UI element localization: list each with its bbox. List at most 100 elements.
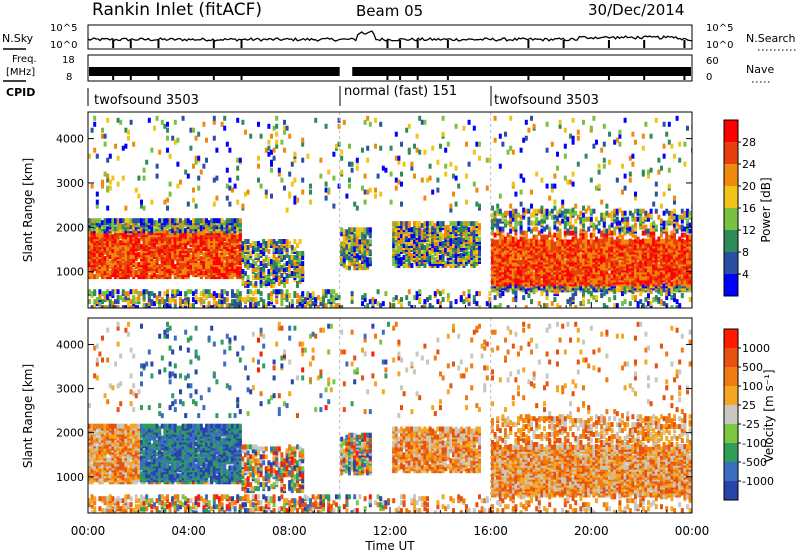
data-cell bbox=[194, 135, 198, 141]
data-cell bbox=[400, 221, 403, 227]
data-cell bbox=[228, 250, 232, 256]
data-cell bbox=[569, 224, 572, 230]
data-cell bbox=[462, 249, 466, 254]
data-cell bbox=[519, 201, 523, 207]
data-cell bbox=[186, 248, 190, 254]
data-cell bbox=[283, 239, 286, 244]
data-cell bbox=[218, 293, 221, 299]
data-cell bbox=[543, 303, 546, 308]
data-cell bbox=[181, 115, 185, 121]
data-cell bbox=[501, 267, 505, 273]
data-cell bbox=[436, 245, 440, 250]
data-cell bbox=[569, 179, 572, 185]
data-cell bbox=[168, 254, 172, 260]
data-cell bbox=[231, 234, 234, 240]
data-cell bbox=[158, 226, 162, 232]
nsky-tick-top: 10^5 bbox=[50, 23, 77, 34]
data-cell bbox=[519, 147, 523, 153]
data-cell bbox=[358, 239, 362, 245]
data-cell bbox=[267, 293, 271, 299]
data-cell bbox=[127, 242, 130, 248]
data-cell bbox=[514, 218, 518, 224]
data-cell bbox=[251, 241, 255, 246]
data-cell bbox=[301, 265, 305, 270]
data-cell bbox=[108, 218, 112, 224]
data-cell bbox=[366, 239, 370, 245]
data-cell bbox=[571, 139, 575, 145]
data-cell bbox=[556, 151, 559, 157]
data-cell bbox=[613, 218, 617, 224]
data-cell bbox=[108, 299, 112, 305]
data-cell bbox=[618, 226, 622, 232]
data-cell bbox=[511, 226, 515, 232]
data-cell bbox=[296, 267, 299, 272]
data-cell bbox=[233, 303, 237, 308]
data-cell bbox=[189, 220, 193, 226]
data-cell bbox=[329, 289, 333, 295]
data-cell bbox=[576, 238, 580, 244]
data-cell bbox=[324, 195, 328, 201]
data-cell bbox=[147, 301, 151, 307]
data-cell bbox=[259, 249, 263, 254]
data-cell bbox=[436, 225, 440, 231]
data-cell bbox=[150, 218, 154, 224]
data-cell bbox=[496, 271, 500, 277]
data-cell bbox=[296, 197, 299, 203]
data-cell bbox=[332, 299, 336, 305]
data-cell bbox=[103, 291, 107, 297]
data-cell bbox=[493, 295, 497, 301]
data-cell bbox=[179, 262, 182, 268]
data-cell bbox=[446, 297, 450, 303]
data-cell bbox=[210, 222, 214, 228]
data-cell bbox=[530, 203, 533, 209]
data-cell bbox=[199, 291, 203, 297]
data-cell bbox=[569, 239, 572, 245]
data-cell bbox=[155, 246, 159, 252]
data-cell bbox=[340, 227, 344, 233]
data-cell bbox=[582, 212, 585, 218]
data-cell bbox=[420, 229, 424, 235]
data-cell bbox=[576, 129, 580, 135]
data-cell bbox=[470, 225, 474, 231]
data-cell bbox=[251, 249, 255, 254]
data-cell bbox=[345, 255, 349, 261]
data-cell bbox=[324, 181, 328, 187]
data-cell bbox=[270, 133, 273, 139]
data-cell bbox=[251, 259, 255, 264]
data-cell bbox=[478, 249, 481, 254]
data-cell bbox=[147, 297, 151, 303]
data-cell bbox=[514, 191, 518, 197]
data-cell bbox=[194, 295, 198, 301]
data-cell bbox=[233, 256, 237, 262]
data-cell bbox=[467, 161, 471, 167]
data-cell bbox=[249, 289, 253, 295]
data-cell bbox=[176, 137, 180, 143]
data-cell bbox=[345, 193, 349, 199]
data-cell bbox=[561, 203, 565, 209]
data-cell bbox=[192, 291, 195, 297]
data-cell bbox=[114, 305, 117, 308]
data-cell bbox=[431, 225, 435, 231]
data-cell bbox=[574, 238, 578, 244]
data-cell bbox=[511, 212, 515, 218]
data-cell bbox=[111, 218, 115, 224]
data-cell bbox=[103, 133, 107, 139]
data-cell bbox=[602, 291, 606, 297]
data-cell bbox=[231, 299, 234, 305]
data-cell bbox=[233, 299, 237, 305]
data-cell bbox=[608, 228, 611, 234]
data-cell bbox=[111, 289, 115, 295]
data-cell bbox=[600, 212, 604, 218]
data-cell bbox=[93, 274, 97, 280]
data-cell bbox=[111, 301, 115, 307]
data-cell bbox=[613, 226, 617, 232]
data-cell bbox=[225, 272, 229, 278]
data-cell bbox=[116, 295, 120, 301]
data-cell bbox=[259, 291, 263, 297]
data-cell bbox=[309, 303, 312, 308]
data-cell bbox=[309, 199, 312, 205]
data-cell bbox=[553, 205, 557, 211]
data-cell bbox=[202, 121, 206, 127]
data-cell bbox=[561, 210, 565, 216]
data-cell bbox=[493, 277, 497, 283]
